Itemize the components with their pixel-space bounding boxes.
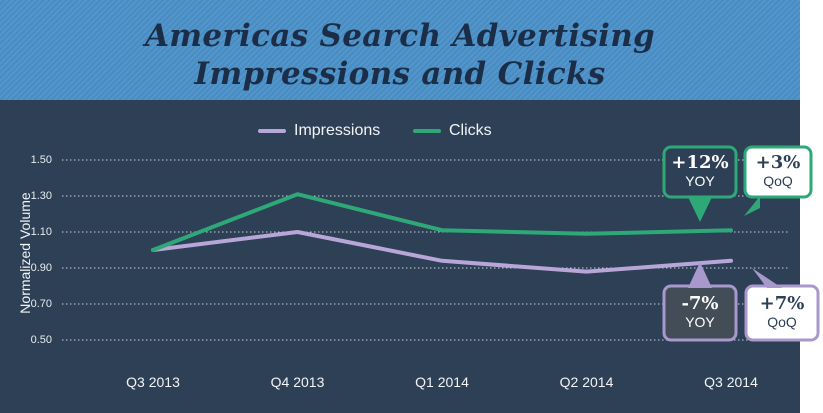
callout-label: YOY bbox=[685, 314, 715, 330]
x-tick-label: Q2 2014 bbox=[559, 374, 614, 390]
gridlines bbox=[62, 159, 790, 341]
series-line-impressions bbox=[151, 230, 733, 274]
y-tick-label: 0.50 bbox=[30, 334, 52, 346]
callout-impressions-qoq: +7% QoQ bbox=[746, 293, 818, 331]
legend-item-clicks: Clicks bbox=[413, 121, 492, 141]
legend-item-impressions: Impressions bbox=[258, 121, 380, 141]
legend-swatch-impressions bbox=[258, 129, 286, 133]
y-tick-label: 1.30 bbox=[30, 190, 52, 202]
callout-value: +3% bbox=[755, 152, 801, 173]
x-tick-label: Q4 2013 bbox=[270, 374, 325, 390]
callout-clicks-yoy: +12% YOY bbox=[664, 152, 736, 190]
chart-title-line-1: Americas Search Advertising bbox=[144, 18, 656, 54]
title-banner: Americas Search Advertising Impressions … bbox=[0, 0, 800, 100]
callout-tail-impressions-yoy bbox=[688, 262, 712, 288]
y-tick-label: 1.50 bbox=[30, 154, 52, 166]
chart-title-line-2: Impressions and Clicks bbox=[194, 56, 606, 92]
callout-label: YOY bbox=[685, 173, 715, 189]
callout-clicks-qoq: +3% QoQ bbox=[745, 152, 811, 190]
callout-value: +12% bbox=[671, 152, 729, 173]
y-tick-label: 0.70 bbox=[30, 298, 52, 310]
callouts bbox=[662, 145, 820, 342]
callout-label: QoQ bbox=[763, 173, 793, 189]
x-tick-label: Q3 2014 bbox=[704, 374, 758, 390]
callout-tail-clicks-qoq bbox=[744, 196, 760, 216]
legend-label-impressions: Impressions bbox=[294, 122, 381, 139]
callout-bubble-impressions-qoq bbox=[744, 284, 820, 342]
callout-label: QoQ bbox=[767, 314, 797, 330]
series-lines bbox=[151, 192, 733, 274]
y-tick-label: 1.10 bbox=[30, 226, 52, 238]
callout-impressions-yoy: -7% YOY bbox=[664, 293, 736, 331]
x-tick-label: Q3 2013 bbox=[126, 374, 180, 390]
callout-tail-impressions-qoq bbox=[752, 268, 782, 288]
legend-swatch-clicks bbox=[413, 129, 441, 133]
series-line-clicks bbox=[151, 192, 733, 252]
callout-bubble-clicks-qoq bbox=[743, 145, 813, 199]
x-tick-label: Q1 2014 bbox=[415, 374, 469, 390]
y-tick-label: 0.90 bbox=[30, 262, 52, 274]
callout-tail-clicks-yoy bbox=[688, 197, 712, 222]
callout-value: -7% bbox=[681, 293, 719, 314]
legend-label-clicks: Clicks bbox=[449, 122, 492, 139]
callout-value: +7% bbox=[759, 293, 805, 314]
